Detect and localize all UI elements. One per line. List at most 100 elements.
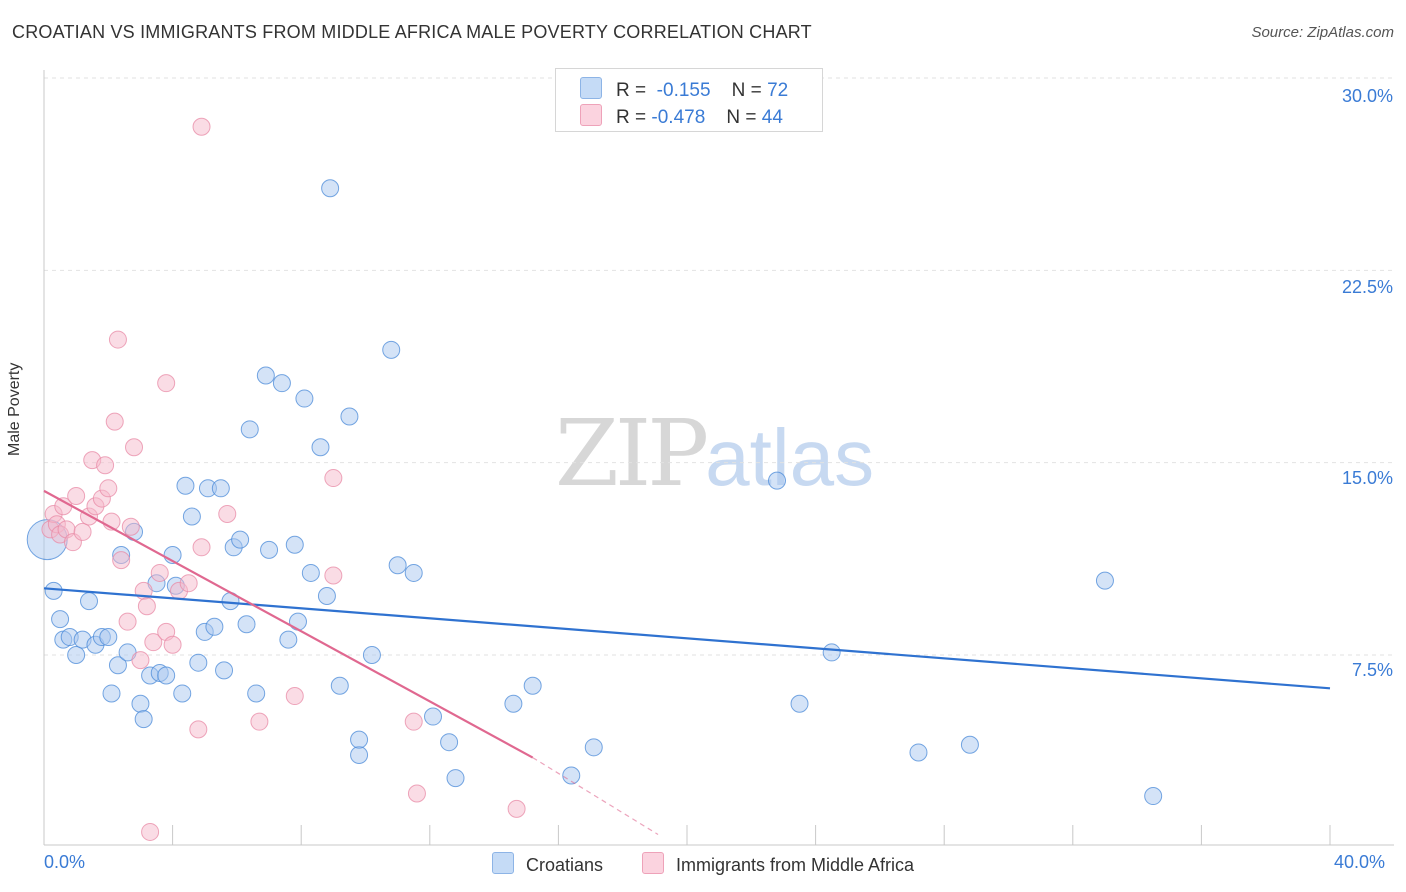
middle-africa-point [150,563,169,582]
croatians-point [330,676,349,695]
croatians-point [205,617,224,636]
middle-africa-point [218,504,237,523]
croatians-point [321,179,340,198]
croatians-point [260,540,279,559]
legend-swatch [580,77,602,99]
croatians-point [211,479,230,498]
croatians-point [288,612,307,631]
y-tick-label: 30.0% [1341,86,1393,106]
legend-r-label: R = [616,107,647,128]
croatians-point [301,563,320,582]
middle-africa-point [250,712,269,731]
middle-africa-point [73,522,92,541]
croatians-point [350,730,369,749]
middle-africa-point [108,330,127,349]
croatians-point [362,646,381,664]
legend-n-value: 72 [767,80,789,101]
watermark-zip: ZIP [555,400,709,507]
middle-africa-point [404,712,423,731]
croatians-point [157,666,176,685]
croatians-point [176,476,195,495]
legend-r-label: R = [616,80,647,101]
middle-africa-point [192,538,211,557]
y-tick-label: 7.5% [1351,660,1393,680]
y-axis-title: Male Poverty [6,362,23,456]
croatians-point [790,694,809,713]
legend-r-value: -0.155 [656,80,711,101]
middle-africa-point [105,412,124,431]
croatians-point [562,766,581,785]
croatians-point [67,646,86,664]
legend-row-croatians: R = -0.155 N = 72 [580,77,788,102]
croatians-point [44,581,63,600]
croatians-point [446,769,465,788]
croatians-point [404,563,423,582]
middle-africa-point [157,374,176,393]
croatians-point [215,661,234,680]
croatians-point [182,507,201,526]
croatians-point [256,366,275,385]
watermark: ZIPatlas [555,400,874,507]
legend-n-value: 44 [761,107,783,128]
bottom-legend-label: Immigrants from Middle Africa [676,855,915,875]
croatians-point [584,738,603,757]
middle-africa-point [192,117,211,136]
middle-africa-point [137,597,156,616]
middle-africa-point [67,487,86,506]
croatians-point [340,407,359,426]
y-tick-label: 22.5% [1341,277,1393,297]
croatians-point [231,530,250,549]
croatians-point [99,628,118,647]
middle-africa-point [125,438,144,457]
y-tick-label: 15.0% [1341,468,1393,488]
middle-africa-point [112,551,131,570]
croatians-point [523,676,542,695]
croatians-point [240,420,259,439]
middle-africa-trendline-extension [532,757,659,836]
croatians-point [960,735,979,754]
legend-n-label: N = [731,80,762,101]
middle-africa-point [189,720,208,739]
middle-africa-point [131,651,150,670]
middle-africa-point [285,687,304,706]
croatians-point [768,471,787,490]
croatians-point [134,710,153,729]
middle-africa-point [407,784,426,803]
legend-swatch [492,852,514,874]
croatians-point [909,743,928,762]
x-tick-label: 40.0% [1334,852,1386,872]
croatians-point [388,556,407,575]
middle-africa-point [324,469,343,488]
middle-africa-trendline [43,489,534,759]
middle-africa-point [99,479,118,498]
croatians-point [247,684,266,703]
croatians-point [102,684,121,703]
middle-africa-point [163,635,182,654]
legend: R = -0.155 N = 72 R = -0.478 N = 44 [555,68,823,132]
source-label: Source: ZipAtlas.com [1251,24,1394,41]
bottom-legend-croatians: Croatians [492,852,603,876]
middle-africa-point [121,517,140,536]
legend-swatch [642,852,664,874]
croatians-point [279,630,298,649]
croatians-trendline [43,587,1331,690]
croatians-point [822,643,841,662]
x-tick-label: 0.0% [44,852,86,872]
bottom-legend-label: Croatians [526,855,604,875]
croatians-point [173,684,192,703]
croatians-point [272,374,291,393]
croatians-point [285,535,304,554]
bottom-legend-middle-africa: Immigrants from Middle Africa [642,852,914,876]
middle-africa-point [507,799,526,818]
croatians-point [1144,787,1163,806]
croatians-point [51,610,70,629]
middle-africa-point [96,456,115,475]
croatians-point [350,746,369,765]
middle-africa-point [179,574,198,593]
croatians-point [189,653,208,672]
middle-africa-point [141,822,160,841]
legend-swatch [580,104,602,126]
croatians-point [1095,571,1114,590]
croatians-point [80,592,99,611]
